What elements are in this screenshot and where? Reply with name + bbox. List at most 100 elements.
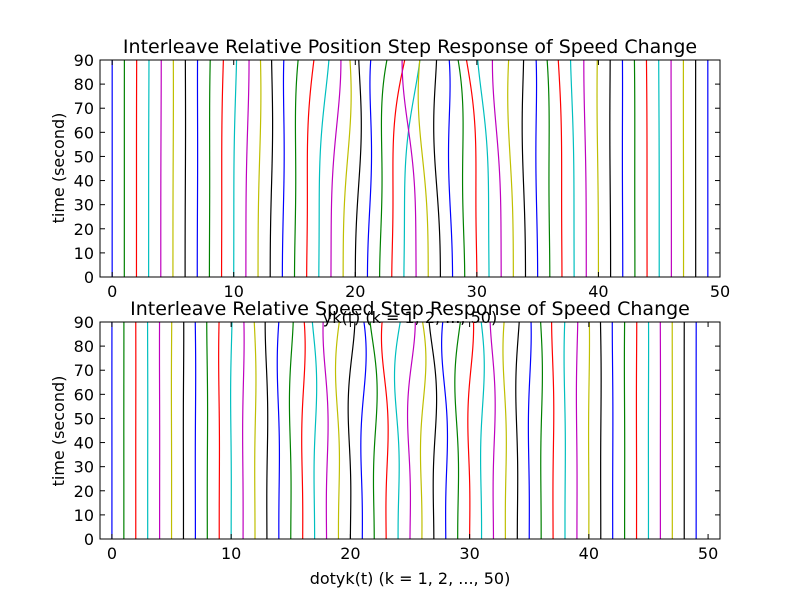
x-tick-label: 30 <box>459 544 479 563</box>
series-line-29 <box>447 59 454 278</box>
series-line-34 <box>502 321 507 539</box>
x-tick-label: 50 <box>698 544 718 563</box>
series-line-13 <box>253 321 257 539</box>
x-tick-label: 0 <box>107 282 117 301</box>
series-line-9 <box>206 321 209 539</box>
y-tick-label: 80 <box>74 75 94 94</box>
series-line-14 <box>269 59 274 277</box>
series-line-17 <box>301 321 306 540</box>
series-group <box>111 321 697 540</box>
y-tick-label: 90 <box>74 313 94 332</box>
series-line-41 <box>596 59 600 277</box>
series-line-33 <box>491 59 502 278</box>
series-line-30 <box>454 321 461 539</box>
y-tick-label: 0 <box>84 268 94 287</box>
y-tick-label: 20 <box>74 220 94 239</box>
series-line-21 <box>347 321 356 540</box>
x-tick-label: 20 <box>345 282 365 301</box>
series-line-15 <box>281 59 285 278</box>
y-tick-label: 70 <box>74 99 94 118</box>
series-line-13 <box>257 59 262 277</box>
position-chart: Interleave Relative Position Step Respon… <box>49 36 730 327</box>
x-tick-label: 50 <box>710 282 730 301</box>
series-line-23 <box>379 59 388 278</box>
y-tick-label: 40 <box>74 172 94 191</box>
series-line-17 <box>306 59 315 277</box>
series-line-41 <box>587 321 591 539</box>
y-tick-label: 10 <box>74 244 94 263</box>
series-line-36 <box>527 321 532 540</box>
series-line-12 <box>245 60 250 277</box>
x-tick-label: 40 <box>579 544 599 563</box>
x-tick-label: 40 <box>588 282 608 301</box>
x-tick-label: 30 <box>467 282 487 301</box>
series-line-20 <box>342 59 352 277</box>
series-line-25 <box>403 59 421 278</box>
series-line-40 <box>583 60 587 277</box>
series-line-30 <box>457 59 466 278</box>
series-line-20 <box>334 321 341 539</box>
series-line-38 <box>550 321 555 540</box>
series-line-42 <box>609 59 612 277</box>
series-line-38 <box>557 59 563 277</box>
y-tick-label: 40 <box>74 434 94 453</box>
y-tick-label: 0 <box>84 530 94 549</box>
series-line-14 <box>264 322 269 539</box>
series-line-45 <box>645 59 648 277</box>
series-line-28 <box>428 321 438 540</box>
speed-chart: 0 10 20 30 40 50 0 10 20 30 40 50 60 70 80 90 Interleav… <box>49 298 721 588</box>
series-line-23 <box>369 321 378 539</box>
series-line-35 <box>521 59 527 277</box>
series-line-37 <box>546 59 551 277</box>
series-line-37 <box>540 321 543 540</box>
series-line-16 <box>288 321 294 539</box>
plot-frame <box>99 321 721 540</box>
y-tick-label: 90 <box>74 51 94 70</box>
series-line-18 <box>318 59 330 278</box>
series-line-25 <box>393 321 401 540</box>
series-line-18 <box>311 321 318 540</box>
series-line-10 <box>218 321 221 539</box>
series-line-11 <box>233 59 238 277</box>
y-tick-label: 50 <box>74 147 94 166</box>
tick-group: 0 10 20 30 40 50 0 10 20 30 40 50 60 70 80 90 <box>74 313 720 563</box>
series-line-15 <box>276 321 281 540</box>
series-line-27 <box>419 321 427 540</box>
x-tick-label: 0 <box>107 544 117 563</box>
series-line-19 <box>322 321 329 540</box>
x-tick-label: 20 <box>340 544 360 563</box>
y-tick-label: 70 <box>74 361 94 380</box>
chart-title: Interleave Relative Position Step Respon… <box>123 36 697 58</box>
y-tick-label: 20 <box>74 482 94 501</box>
series-line-24 <box>380 321 389 540</box>
series-line-19 <box>330 60 342 277</box>
series-line-29 <box>441 321 449 540</box>
series-line-46 <box>658 59 660 277</box>
y-tick-label: 30 <box>74 458 94 477</box>
series-line-28 <box>433 59 441 277</box>
series-line-22 <box>360 321 367 540</box>
series-line-26 <box>406 321 416 540</box>
series-line-31 <box>467 321 475 540</box>
series-group <box>111 59 709 278</box>
x-axis-label: dotyk(t) (k = 1, 2, ..., 50) <box>310 569 511 588</box>
y-tick-label: 60 <box>74 385 94 404</box>
tick-group: 0 10 20 30 40 50 0 10 20 30 40 50 60 70 80 90 <box>74 51 731 301</box>
series-line-40 <box>575 321 579 539</box>
series-line-21 <box>354 59 362 278</box>
y-tick-label: 30 <box>74 196 94 215</box>
plot-frame <box>99 59 721 278</box>
chart-title: Interleave Relative Speed Step Response … <box>130 298 690 320</box>
series-line-39 <box>569 59 575 277</box>
y-tick-label: 80 <box>74 337 94 356</box>
y-tick-label: 50 <box>74 409 94 428</box>
series-line-24 <box>391 59 406 278</box>
series-line-27 <box>417 59 429 278</box>
series-line-39 <box>563 321 566 539</box>
series-line-43 <box>611 322 614 539</box>
x-tick-label: 10 <box>224 282 244 301</box>
series-line-32 <box>477 59 490 278</box>
y-tick-label: 60 <box>74 123 94 142</box>
series-line-12 <box>242 321 245 539</box>
